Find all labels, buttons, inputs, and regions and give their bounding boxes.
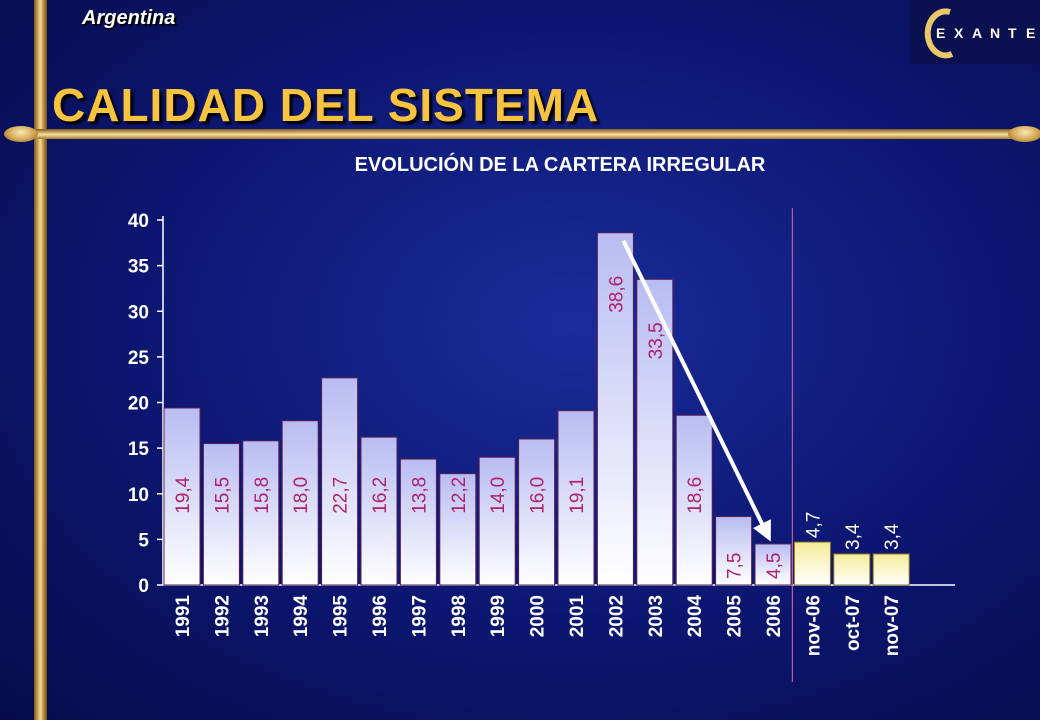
x-tick-label-oct-07: oct-07 — [843, 595, 864, 651]
value-label-1999: 14,0 — [488, 477, 509, 514]
bar-1999 — [478, 456, 516, 586]
bars: 19,4 15,5 15,8 18,0 22,7 16,2 13,8 12,2 14,0 16,0… — [163, 208, 910, 682]
bar-2000 — [518, 438, 556, 586]
bar-2004 — [675, 414, 713, 586]
value-label-2003: 33,5 — [646, 322, 667, 359]
y-tick-label: 20 — [128, 394, 149, 415]
bar-2002 — [596, 232, 634, 586]
bar-nov-07 — [872, 553, 910, 586]
gold-vertical-rule — [34, 0, 47, 720]
value-label-1995: 22,7 — [331, 477, 352, 514]
x-tick-label-1998: 1998 — [449, 595, 470, 637]
value-label-1992: 15,5 — [212, 477, 233, 514]
y-tick-label: 10 — [128, 485, 149, 506]
y-tick-label: 35 — [128, 257, 150, 278]
x-tick-label-1994: 1994 — [291, 595, 312, 638]
y-tick-label: 15 — [128, 439, 150, 460]
bar-1996 — [360, 436, 398, 586]
y-tick-label: 30 — [128, 302, 149, 323]
x-tick-label-1996: 1996 — [370, 595, 391, 637]
y-tick-label: 40 — [128, 211, 149, 232]
logo-letter: X — [954, 25, 964, 41]
logo-letter: E — [936, 25, 945, 41]
bar-2005 — [715, 516, 753, 586]
value-label-1997: 13,8 — [409, 477, 430, 514]
value-label-2001: 19,1 — [567, 477, 588, 514]
x-tick-label-1993: 1993 — [252, 595, 273, 637]
value-label-2005: 7,5 — [725, 553, 746, 579]
x-tick-label-nov-06: nov-06 — [803, 595, 824, 656]
x-tick-label-1992: 1992 — [212, 595, 233, 637]
bar-1992 — [202, 443, 240, 586]
country-label: Argentina — [82, 7, 176, 29]
x-tick-label-2006: 2006 — [764, 595, 785, 637]
y-tick-label: 5 — [138, 530, 149, 551]
bar-1994 — [281, 420, 319, 586]
bar-oct-07 — [833, 553, 871, 586]
chart-title: EVOLUCIÓN DE LA CARTERA IRREGULAR — [354, 154, 766, 176]
x-tick-label-2004: 2004 — [685, 595, 706, 638]
value-label-2000: 16,0 — [528, 477, 549, 514]
value-label-2002: 38,6 — [606, 276, 627, 313]
x-tick-label-1991: 1991 — [173, 595, 194, 638]
y-tick-label: 25 — [128, 348, 150, 369]
bar-1991 — [163, 407, 201, 586]
x-tick-label-2005: 2005 — [725, 595, 746, 638]
value-label-1991: 19,4 — [173, 476, 194, 513]
bar-1995 — [321, 377, 359, 586]
gold-horizontal-rule — [16, 129, 1024, 139]
x-tick-label-1997: 1997 — [409, 595, 430, 637]
bar-nov-06 — [793, 541, 831, 586]
trend-arrow — [621, 239, 771, 542]
bar-1998 — [439, 473, 477, 586]
slide-title: CALIDAD DEL SISTEMA — [52, 79, 600, 131]
bar-2006 — [754, 543, 792, 586]
value-label-1998: 12,2 — [449, 477, 470, 514]
x-tick-label-2000: 2000 — [528, 595, 549, 637]
rule-end-cap-right — [1008, 126, 1040, 142]
rule-end-cap-left — [4, 126, 38, 142]
bar-1993 — [242, 440, 280, 586]
logo-letter: T — [1008, 25, 1017, 41]
logo-letter: A — [972, 25, 982, 41]
x-tick-label-2001: 2001 — [567, 595, 588, 638]
x-tick-label-2002: 2002 — [606, 595, 627, 637]
x-tick-label-2003: 2003 — [646, 595, 667, 637]
bar-2001 — [557, 410, 595, 586]
value-label-nov-07: 3,4 — [882, 523, 903, 550]
value-label-1994: 18,0 — [291, 477, 312, 514]
value-label-1996: 16,2 — [370, 477, 391, 514]
value-label-oct-07: 3,4 — [843, 523, 864, 550]
bar-1997 — [399, 458, 437, 586]
value-label-2006: 4,5 — [764, 553, 785, 579]
value-label-2004: 18,6 — [685, 477, 706, 514]
y-tick-label: 0 — [138, 576, 149, 597]
logo-letter: E — [1026, 25, 1035, 41]
x-axis-labels: 1991 1992 1993 1994 1995 1996 1997 1998 1999 2000… — [173, 595, 903, 657]
x-tick-label-1999: 1999 — [488, 595, 509, 637]
x-tick-label-1995: 1995 — [331, 595, 352, 638]
x-tick-label-nov-07: nov-07 — [882, 595, 903, 656]
value-label-nov-06: 4,7 — [803, 512, 824, 538]
logo-arc — [924, 8, 954, 59]
value-label-1993: 15,8 — [252, 477, 273, 514]
logo-letter: N — [990, 25, 1000, 41]
